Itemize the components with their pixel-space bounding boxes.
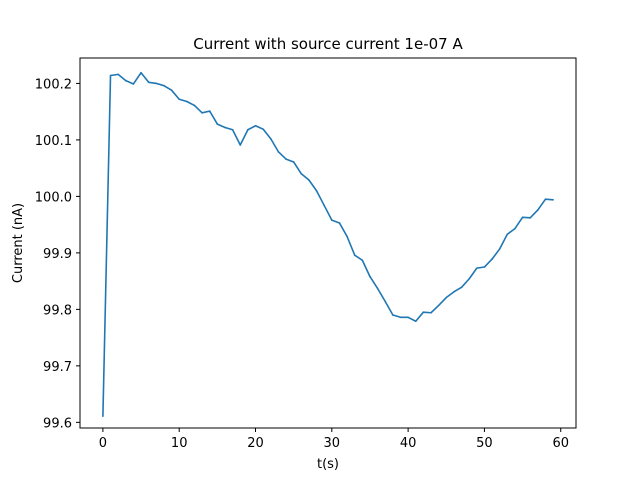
data-point — [521, 216, 524, 219]
data-point — [193, 104, 196, 107]
data-point — [506, 233, 509, 236]
data-point — [308, 179, 310, 181]
data-point — [437, 304, 440, 307]
data-point — [254, 124, 257, 127]
data-point — [338, 222, 341, 224]
data-point — [529, 217, 532, 219]
series-line — [102, 71, 554, 417]
data-point — [498, 248, 501, 250]
data-point — [109, 74, 112, 77]
chart-title: Current with source current 1e-07 A — [193, 35, 463, 53]
x-tick-label: 40 — [400, 436, 417, 451]
data-point — [117, 73, 119, 76]
data-point — [468, 278, 470, 280]
y-tick-label: 100.0 — [35, 190, 72, 205]
data-point — [460, 286, 463, 289]
y-tick-label: 99.8 — [43, 303, 72, 318]
data-point — [384, 300, 387, 303]
data-point — [247, 128, 249, 131]
data-point — [361, 259, 364, 262]
data-point — [216, 123, 219, 125]
data-point — [353, 254, 356, 256]
data-point — [430, 311, 432, 314]
plot-frame — [79, 57, 577, 429]
data-point — [369, 275, 371, 278]
y-tick-label: 99.9 — [43, 247, 72, 262]
data-point — [292, 161, 295, 163]
data-point — [552, 198, 554, 201]
x-axis-label: t(s) — [317, 457, 339, 472]
data-point — [201, 111, 203, 114]
data-point — [407, 316, 409, 319]
data-point — [208, 110, 211, 112]
x-tick-label: 50 — [476, 436, 493, 451]
data-point — [414, 320, 417, 323]
data-point — [331, 219, 333, 221]
data-point — [392, 314, 394, 316]
series-layer — [102, 71, 554, 417]
data-point — [537, 209, 539, 211]
data-point — [491, 258, 493, 260]
data-point — [323, 204, 325, 207]
data-point — [140, 71, 142, 74]
data-point — [315, 189, 318, 192]
axis-ticks: 0 10 20 30 40 50 60 99.6 99.7 99.8 99.9 100.0 100.1 1… — [35, 77, 569, 451]
data-point — [544, 198, 547, 201]
x-tick-label: 10 — [171, 436, 188, 451]
y-tick-label: 99.7 — [43, 360, 72, 375]
data-point — [445, 296, 448, 299]
data-point — [239, 144, 242, 146]
x-tick-label: 0 — [99, 436, 107, 451]
data-point — [155, 82, 158, 85]
data-point — [224, 126, 226, 129]
x-tick-label: 20 — [247, 436, 264, 451]
data-point — [376, 287, 379, 290]
data-point — [285, 158, 287, 160]
data-point — [346, 235, 348, 238]
data-point — [269, 137, 272, 140]
y-axis-label: Current (nA) — [11, 203, 26, 283]
data-point — [147, 81, 150, 84]
data-point — [178, 98, 180, 101]
x-tick-label: 30 — [324, 436, 341, 451]
data-point — [132, 83, 135, 85]
x-tick-label: 60 — [552, 436, 569, 451]
y-tick-label: 100.1 — [35, 134, 72, 149]
data-point — [514, 227, 516, 230]
y-tick-label: 100.2 — [35, 77, 72, 92]
data-point — [483, 266, 486, 268]
data-point — [231, 128, 234, 131]
data-point — [186, 100, 188, 103]
data-point — [102, 415, 104, 417]
data-point — [453, 291, 455, 293]
data-point — [422, 311, 425, 314]
data-point — [262, 128, 264, 130]
data-point — [476, 267, 478, 269]
data-point — [277, 150, 280, 153]
data-point — [170, 89, 173, 91]
data-point — [399, 316, 402, 319]
data-point — [300, 173, 303, 175]
y-tick-label: 99.6 — [43, 416, 72, 431]
data-point — [163, 84, 165, 87]
data-point — [124, 79, 127, 82]
